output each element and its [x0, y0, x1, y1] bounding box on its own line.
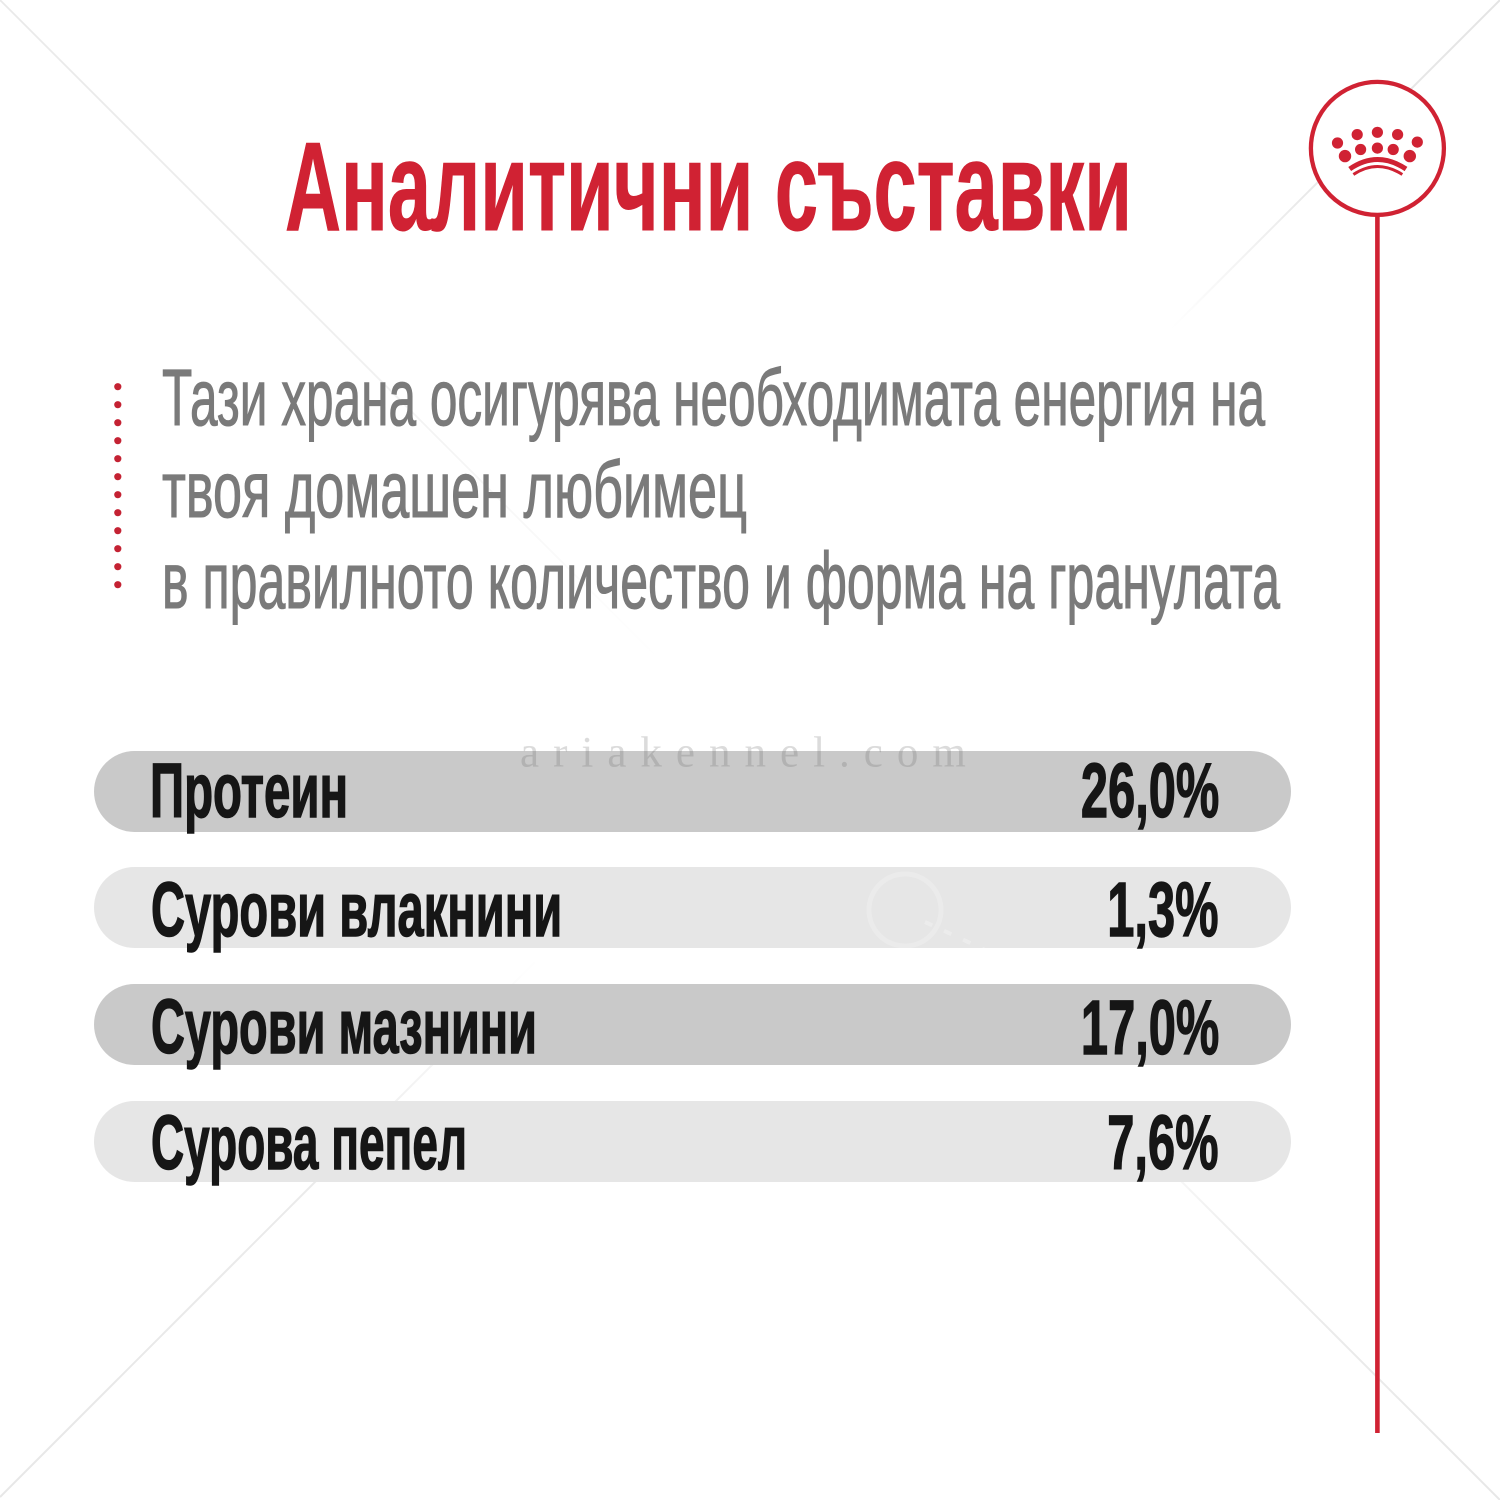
svg-text:ariakennel.com: ariakennel.com: [520, 730, 980, 777]
